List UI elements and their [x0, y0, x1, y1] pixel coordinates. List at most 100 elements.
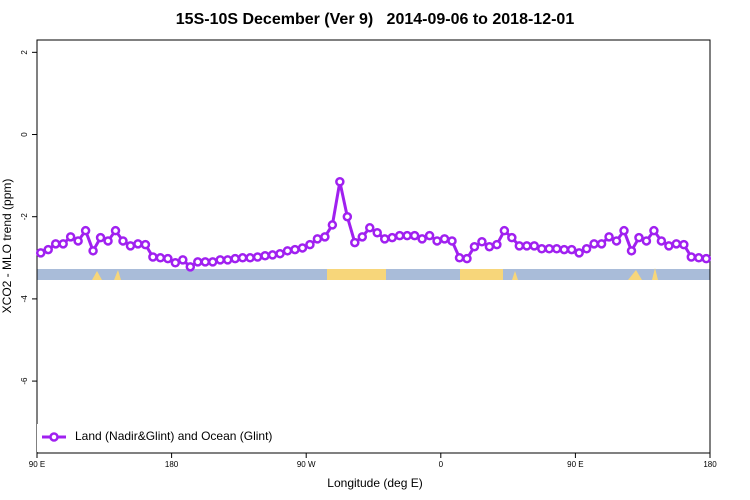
- data-point: [656, 236, 667, 246]
- data-point: [237, 253, 248, 263]
- data-point: [252, 252, 263, 262]
- data-point: [634, 232, 644, 243]
- data-point: [140, 239, 151, 250]
- data-point: [424, 230, 435, 241]
- data-point: [372, 227, 382, 238]
- data-point: [215, 255, 225, 265]
- data-point: [522, 241, 532, 251]
- data-point: [320, 232, 330, 242]
- data-point: [596, 239, 607, 249]
- data-point: [559, 244, 569, 255]
- data-point: [462, 253, 472, 264]
- data-point: [170, 257, 181, 268]
- series-line: [40, 181, 707, 269]
- data-point: [58, 239, 68, 249]
- y-tick-label: 2: [20, 50, 29, 55]
- data-point: [507, 232, 517, 243]
- data-point: [80, 225, 91, 236]
- data-point: [50, 239, 61, 249]
- legend-marker: [49, 432, 59, 442]
- y-tick-label: 0: [20, 132, 29, 137]
- data-point: [492, 239, 502, 250]
- data-point: [365, 223, 375, 233]
- x-tick-label: 90 W: [297, 460, 316, 469]
- data-point: [148, 252, 158, 262]
- y-tick-label: -4: [20, 295, 29, 303]
- data-point: [454, 253, 465, 263]
- data-point: [95, 232, 106, 243]
- data-point: [589, 239, 599, 249]
- data-point: [394, 230, 405, 241]
- y-tick-label: -6: [20, 377, 29, 385]
- data-point: [379, 234, 390, 244]
- data-point: [230, 253, 240, 264]
- land-band: [327, 269, 386, 280]
- data-point: [305, 239, 315, 250]
- data-point: [671, 239, 682, 249]
- data-point: [357, 232, 368, 242]
- x-tick-label: 0: [439, 460, 444, 469]
- data-point: [387, 232, 397, 243]
- data-point: [604, 232, 614, 242]
- data-point: [664, 241, 674, 251]
- data-point: [178, 255, 188, 265]
- legend-label: Land (Nadir&Glint) and Ocean (Glint): [75, 429, 272, 443]
- x-tick-label: 180: [703, 460, 717, 469]
- data-point: [409, 230, 420, 241]
- y-axis-label: XCO2 - MLO trend (ppm): [0, 179, 14, 314]
- data-point: [686, 252, 697, 262]
- data-point: [65, 232, 76, 242]
- data-point: [88, 246, 98, 256]
- x-tick-label: 180: [165, 460, 179, 469]
- x-tick-label: 90 E: [567, 460, 583, 469]
- data-point: [193, 257, 203, 267]
- data-point: [267, 250, 278, 260]
- chart-title: 15S-10S December (Ver 9) 2014-09-06 to 2…: [176, 11, 575, 28]
- data-point: [297, 243, 308, 253]
- data-point: [611, 236, 622, 246]
- data-point: [222, 255, 233, 265]
- data-point: [282, 246, 293, 256]
- data-point: [537, 244, 547, 254]
- data-point: [566, 244, 577, 255]
- data-point: [477, 237, 487, 247]
- data-point: [290, 244, 300, 255]
- data-point: [499, 225, 510, 236]
- x-axis-label: Longitude (deg E): [327, 476, 422, 490]
- data-point: [207, 257, 218, 267]
- data-point: [110, 225, 121, 236]
- data-point: [484, 241, 495, 252]
- data-point: [529, 241, 540, 251]
- land-patch: [92, 268, 658, 280]
- data-point: [133, 239, 143, 249]
- data-point: [245, 253, 255, 263]
- data-point: [125, 241, 136, 251]
- data-point: [417, 234, 427, 244]
- data-point: [694, 253, 704, 263]
- data-point: [701, 253, 712, 264]
- data-point: [619, 225, 629, 236]
- data-point: [574, 248, 584, 258]
- data-point: [544, 244, 554, 254]
- data-point: [439, 234, 450, 244]
- data-point: [641, 236, 652, 246]
- data-point: [626, 246, 637, 256]
- data-point: [327, 220, 338, 230]
- data-point: [260, 250, 270, 261]
- x-tick-label: 90 E: [29, 460, 45, 469]
- y-tick-label: -2: [20, 213, 29, 221]
- data-point: [155, 253, 166, 263]
- data-point: [350, 237, 360, 248]
- data-point: [335, 177, 345, 187]
- surface-strip: [37, 268, 710, 280]
- data-point: [649, 225, 659, 236]
- data-point: [118, 236, 128, 246]
- data-point: [402, 230, 412, 241]
- data-point: [469, 241, 480, 252]
- data-point: [581, 244, 592, 254]
- plot-frame: [36, 39, 711, 454]
- data-point: [73, 236, 83, 246]
- land-band: [460, 269, 503, 280]
- data-point: [103, 236, 113, 246]
